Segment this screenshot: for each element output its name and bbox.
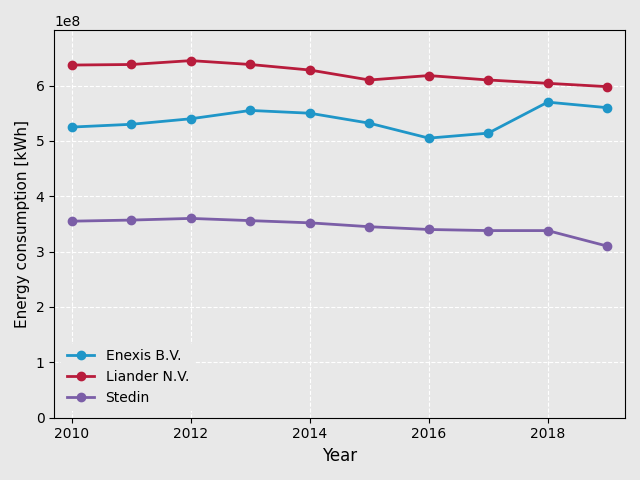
Stedin [604, 243, 611, 249]
Enexis B.V. [68, 124, 76, 130]
Line: Liander N.V.: Liander N.V. [68, 57, 611, 91]
Liander N.V. [604, 84, 611, 89]
Enexis B.V. [187, 116, 195, 121]
X-axis label: Year: Year [322, 447, 357, 465]
Liander N.V. [246, 61, 254, 67]
Y-axis label: Energy consumption [kWh]: Energy consumption [kWh] [15, 120, 30, 328]
Enexis B.V. [544, 99, 552, 105]
Stedin [306, 220, 314, 226]
Enexis B.V. [365, 120, 373, 126]
Enexis B.V. [484, 130, 492, 136]
Liander N.V. [425, 72, 433, 78]
Liander N.V. [68, 62, 76, 68]
Enexis B.V. [127, 121, 135, 127]
Stedin [68, 218, 76, 224]
Liander N.V. [306, 67, 314, 73]
Stedin [484, 228, 492, 233]
Stedin [365, 224, 373, 229]
Enexis B.V. [604, 105, 611, 110]
Stedin [425, 227, 433, 232]
Liander N.V. [127, 61, 135, 67]
Enexis B.V. [425, 135, 433, 141]
Stedin [127, 217, 135, 223]
Liander N.V. [187, 58, 195, 63]
Stedin [187, 216, 195, 221]
Stedin [246, 218, 254, 224]
Stedin [544, 228, 552, 233]
Legend: Enexis B.V., Liander N.V., Stedin: Enexis B.V., Liander N.V., Stedin [61, 344, 195, 411]
Liander N.V. [544, 81, 552, 86]
Line: Enexis B.V.: Enexis B.V. [68, 98, 611, 142]
Liander N.V. [484, 77, 492, 83]
Line: Stedin: Stedin [68, 214, 611, 250]
Enexis B.V. [306, 110, 314, 116]
Liander N.V. [365, 77, 373, 83]
Enexis B.V. [246, 108, 254, 113]
